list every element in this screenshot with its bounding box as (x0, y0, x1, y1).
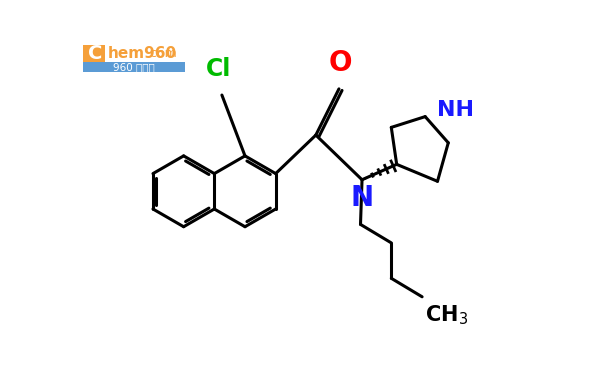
Text: Cl: Cl (206, 57, 232, 81)
Text: CH$_3$: CH$_3$ (425, 303, 468, 327)
FancyBboxPatch shape (83, 62, 185, 72)
Text: O: O (329, 49, 352, 76)
Text: hem960: hem960 (108, 46, 177, 61)
Text: N: N (350, 184, 374, 211)
Text: .com: .com (146, 47, 177, 60)
Text: NH: NH (437, 100, 474, 120)
Text: 960 化工网: 960 化工网 (113, 62, 155, 72)
Text: C: C (88, 44, 102, 63)
FancyBboxPatch shape (83, 45, 105, 63)
